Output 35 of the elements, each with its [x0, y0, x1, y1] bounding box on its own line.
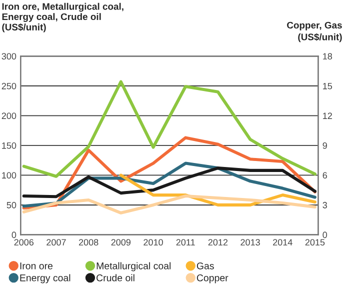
legend-label: Energy coal — [20, 274, 70, 284]
y2-tick-label: 6 — [322, 172, 327, 179]
legend-label: Copper — [196, 274, 228, 284]
line-series — [22, 80, 316, 178]
x-tick-label: 2012 — [208, 239, 228, 246]
x-tick-label: 2014 — [273, 239, 292, 246]
x-tick-label: 2015 — [305, 239, 325, 246]
y-tick-label: 50 — [6, 202, 16, 208]
y2-tick-label: 3 — [322, 202, 327, 208]
y-tick-label: 200 — [2, 112, 16, 120]
x-tick-label: 2013 — [240, 239, 260, 246]
line-series — [22, 166, 316, 198]
x-tick-label: 2006 — [14, 239, 34, 246]
y2-tick-label: 18 — [323, 53, 332, 60]
y2-tick-label: 15 — [323, 82, 332, 90]
legend-label: Crude oil — [96, 274, 134, 282]
x-tick-label: 2008 — [78, 239, 98, 246]
y2-tick-label: 9 — [322, 142, 327, 149]
y-tick-label: 300 — [2, 53, 16, 60]
line-series — [22, 194, 316, 214]
y-tick-label: 250 — [2, 82, 16, 90]
legend-label: Iron ore — [20, 262, 53, 270]
y2-tick-label: 12 — [323, 112, 332, 119]
x-tick-label: 2011 — [176, 239, 195, 246]
y-axis-title: Iron ore, Metallurgical coal, Energy coal, Crude oil (US$/unit) — [2, 2, 124, 32]
y-tick-label: 150 — [2, 142, 16, 149]
x-tick-label: 2007 — [46, 239, 66, 246]
y-tick-label: 100 — [2, 172, 16, 179]
legend-label: Gas — [196, 262, 214, 270]
y-tick-label: 0 — [12, 232, 16, 238]
y2-axis-title: Copper, Gas (US$/unit) — [287, 22, 342, 42]
x-tick-label: 2009 — [111, 239, 131, 246]
x-tick-label: 2010 — [144, 239, 163, 246]
y2-tick-label: 0 — [322, 232, 328, 238]
legend-label: Metallurgical coal — [96, 262, 171, 272]
